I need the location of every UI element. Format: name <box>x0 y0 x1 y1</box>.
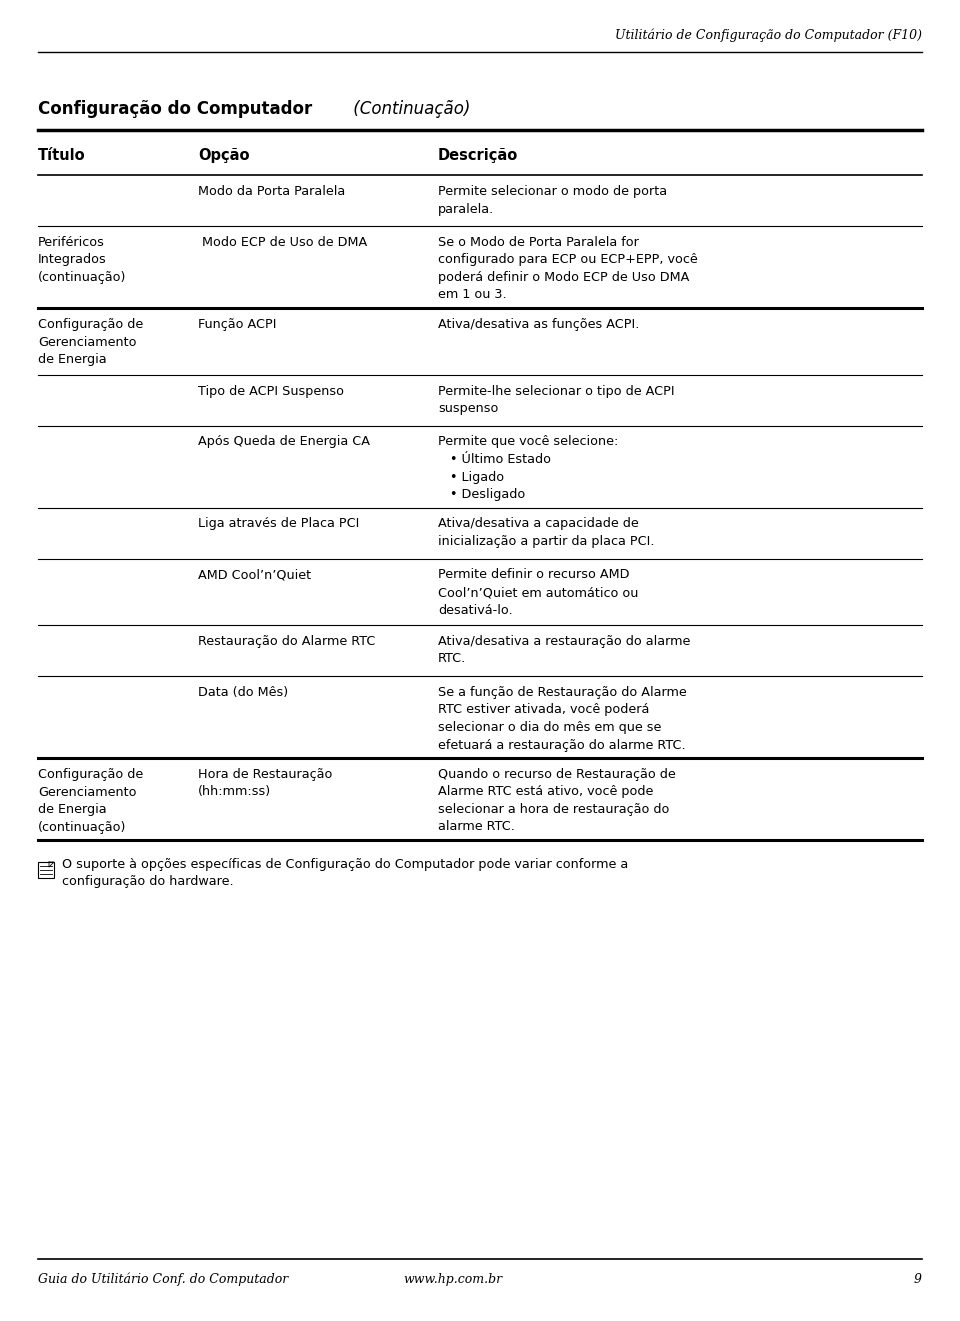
Text: Descrição: Descrição <box>438 148 518 162</box>
Text: Ativa/desativa a restauração do alarme
RTC.: Ativa/desativa a restauração do alarme R… <box>438 635 690 666</box>
Text: Modo ECP de Uso de DMA: Modo ECP de Uso de DMA <box>198 236 368 248</box>
Text: (Continuação): (Continuação) <box>348 100 470 118</box>
Text: AMD Cool’n’Quiet: AMD Cool’n’Quiet <box>198 568 311 581</box>
Text: 9: 9 <box>914 1273 922 1287</box>
Text: Data (do Mês): Data (do Mês) <box>198 686 288 699</box>
Text: Permite selecionar o modo de porta
paralela.: Permite selecionar o modo de porta paral… <box>438 185 667 215</box>
Text: Guia do Utilitário Conf. do Computador: Guia do Utilitário Conf. do Computador <box>38 1273 288 1287</box>
FancyBboxPatch shape <box>38 863 54 878</box>
Text: Modo da Porta Paralela: Modo da Porta Paralela <box>198 185 346 198</box>
Text: www.hp.com.br: www.hp.com.br <box>403 1273 502 1287</box>
Text: O suporte à opções específicas de Configuração do Computador pode variar conform: O suporte à opções específicas de Config… <box>62 859 628 888</box>
Text: Configuração do Computador: Configuração do Computador <box>38 100 312 118</box>
Text: Permite-lhe selecionar o tipo de ACPI
suspenso: Permite-lhe selecionar o tipo de ACPI su… <box>438 384 675 415</box>
Text: Ativa/desativa as funções ACPI.: Ativa/desativa as funções ACPI. <box>438 318 639 332</box>
Text: Se o Modo de Porta Paralela for
configurado para ECP ou ECP+EPP, você
poderá def: Se o Modo de Porta Paralela for configur… <box>438 236 698 301</box>
Text: Título: Título <box>38 148 85 162</box>
Text: Ativa/desativa a capacidade de
inicialização a partir da placa PCI.: Ativa/desativa a capacidade de inicializ… <box>438 518 655 548</box>
Text: Quando o recurso de Restauração de
Alarme RTC está ativo, você pode
selecionar a: Quando o recurso de Restauração de Alarm… <box>438 768 676 834</box>
Text: Permite definir o recurso AMD
Cool’n’Quiet em automático ou
desativá-lo.: Permite definir o recurso AMD Cool’n’Qui… <box>438 568 638 617</box>
Text: Configuração de
Gerenciamento
de Energia: Configuração de Gerenciamento de Energia <box>38 318 143 366</box>
Text: Tipo de ACPI Suspenso: Tipo de ACPI Suspenso <box>198 384 344 398</box>
Text: Periféricos
Integrados
(continuação): Periféricos Integrados (continuação) <box>38 236 127 284</box>
Text: Função ACPI: Função ACPI <box>198 318 276 332</box>
Text: Liga através de Placa PCI: Liga através de Placa PCI <box>198 518 359 531</box>
Text: Permite que você selecione:
   • Último Estado
   • Ligado
   • Desligado: Permite que você selecione: • Último Est… <box>438 436 618 501</box>
Text: Restauração do Alarme RTC: Restauração do Alarme RTC <box>198 635 375 649</box>
Text: Após Queda de Energia CA: Após Queda de Energia CA <box>198 436 370 449</box>
Text: Se a função de Restauração do Alarme
RTC estiver ativada, você poderá
selecionar: Se a função de Restauração do Alarme RTC… <box>438 686 686 752</box>
Text: Opção: Opção <box>198 148 250 162</box>
Text: Configuração de
Gerenciamento
de Energia
(continuação): Configuração de Gerenciamento de Energia… <box>38 768 143 834</box>
Text: Hora de Restauração
(hh:mm:ss): Hora de Restauração (hh:mm:ss) <box>198 768 332 798</box>
Text: Utilitário de Configuração do Computador (F10): Utilitário de Configuração do Computador… <box>615 28 922 41</box>
